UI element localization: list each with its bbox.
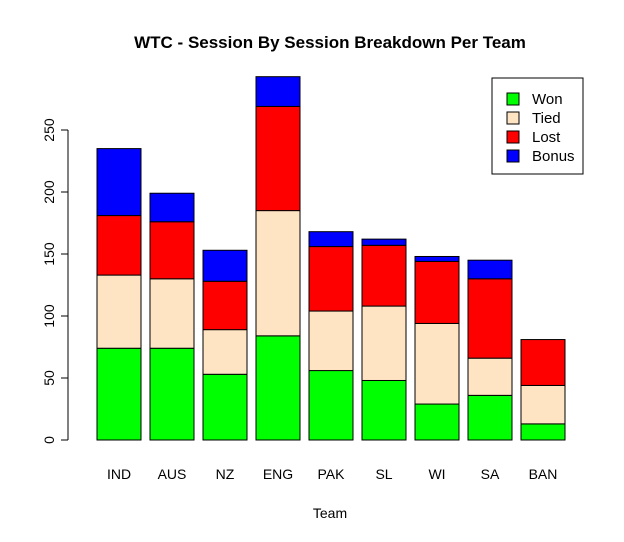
bar-segment-tied <box>467 357 513 396</box>
legend-swatch <box>506 149 520 163</box>
legend-swatch <box>506 92 520 106</box>
x-tick-label: IND <box>107 466 131 482</box>
y-tick-label: 200 <box>41 180 57 204</box>
bar-segment-won <box>361 379 407 441</box>
x-axis-labels: IND AUS NZ ENG PAK SL WI SA BAN <box>107 466 557 482</box>
bar-segment-won <box>414 403 460 441</box>
x-tick-label: ENG <box>263 466 293 482</box>
bar-segment-bonus <box>308 231 354 248</box>
bar-segment-lost <box>96 215 142 276</box>
legend: Won Tied Lost Bonus <box>491 77 584 175</box>
bar-segment-bonus <box>361 238 407 246</box>
bar-segment-tied <box>414 322 460 405</box>
bar-segment-lost <box>255 105 301 212</box>
bar-segment-won <box>308 370 354 441</box>
x-tick-label: NZ <box>216 466 235 482</box>
x-tick-label: PAK <box>318 466 346 482</box>
x-tick-label: BAN <box>529 466 558 482</box>
legend-label: Won <box>532 91 563 108</box>
y-tick-label: 250 <box>41 118 57 142</box>
bar-segment-lost <box>414 260 460 324</box>
bar-segment-won <box>96 347 142 441</box>
bar-segment-bonus <box>149 192 195 223</box>
x-tick-label: SA <box>481 466 500 482</box>
bar-segment-lost <box>467 278 513 359</box>
bar-segment-won <box>149 347 195 441</box>
bar-segment-won <box>255 335 301 441</box>
bar-segment-tied <box>149 278 195 349</box>
bar-segment-tied <box>361 305 407 381</box>
legend-label: Tied <box>532 110 561 127</box>
x-tick-label: SL <box>375 466 392 482</box>
bar-segment-won <box>520 423 566 441</box>
legend-label: Lost <box>532 129 561 146</box>
chart-title: WTC - Session By Session Breakdown Per T… <box>134 33 526 52</box>
y-tick-label: 100 <box>41 304 57 328</box>
bar-segment-lost <box>149 221 195 280</box>
legend-swatch <box>506 111 520 125</box>
bar-segment-bonus <box>202 249 248 282</box>
bar-segment-won <box>202 373 248 441</box>
bar-segment-tied <box>308 310 354 372</box>
bar-segment-tied <box>255 210 301 337</box>
legend-label: Bonus <box>532 148 575 165</box>
legend-swatch <box>506 130 520 144</box>
x-axis-title: Team <box>313 505 347 521</box>
bar-segment-tied <box>520 384 566 425</box>
y-axis: 0 50 100 150 200 250 <box>41 118 69 444</box>
bar-segment-won <box>467 394 513 441</box>
bar-segment-lost <box>202 280 248 331</box>
bar-segment-tied <box>202 329 248 375</box>
bar-segment-bonus <box>414 255 460 262</box>
bar-segment-bonus <box>96 148 142 217</box>
x-tick-label: WI <box>428 466 445 482</box>
y-tick-label: 150 <box>41 242 57 266</box>
x-tick-label: AUS <box>158 466 187 482</box>
bar-segment-lost <box>308 246 354 312</box>
bar-segment-bonus <box>255 76 301 107</box>
bar-segment-lost <box>361 244 407 307</box>
bar-segment-tied <box>96 274 142 349</box>
y-tick-label: 0 <box>41 436 57 444</box>
bar-segment-lost <box>520 339 566 386</box>
bars <box>96 76 566 441</box>
bar-segment-bonus <box>467 259 513 280</box>
y-tick-label: 50 <box>41 370 57 386</box>
